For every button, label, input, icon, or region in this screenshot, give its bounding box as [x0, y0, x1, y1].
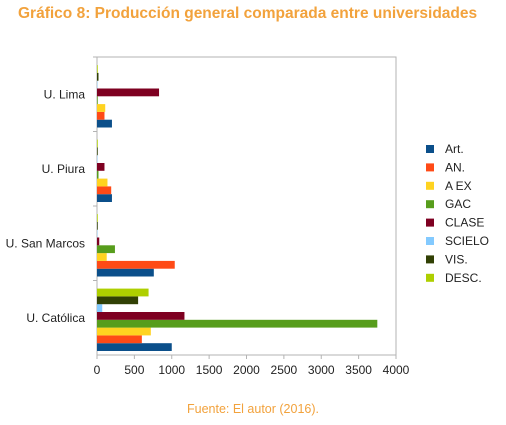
bar-u-san-marcos-an	[97, 260, 175, 269]
bar-u-san-marcos-gac	[97, 245, 115, 254]
bar-u-lima-desc	[97, 65, 98, 73]
bar-u-cat-lica-clase	[97, 312, 185, 320]
x-tick-label: 2500	[271, 363, 298, 377]
legend-label-scielo: SCIELO	[445, 234, 489, 248]
x-tick-label: 1500	[196, 363, 223, 377]
bar-u-cat-lica-a-ex	[97, 327, 151, 336]
legend-swatch-art	[426, 145, 434, 153]
bar-u-cat-lica-desc	[97, 288, 149, 297]
bar-u-lima-a-ex	[97, 104, 106, 112]
bar-u-piura-gac	[97, 170, 99, 179]
bar-u-san-marcos-desc	[97, 214, 98, 222]
category-label-u-san-marcos: U. San Marcos	[6, 236, 85, 250]
bar-u-san-marcos-art	[97, 268, 154, 277]
x-tick-label: 500	[124, 363, 144, 377]
bar-u-cat-lica-gac	[97, 319, 378, 328]
plot-border	[96, 56, 397, 356]
legend-swatch-gac	[426, 200, 434, 209]
legend: Art. AN. A EX GAC CLASE SCIELO VIS. DESC.	[426, 142, 489, 285]
bar-u-piura-desc	[97, 139, 98, 148]
category-axis: U. Católica U. San Marcos U. Piura U. Lima	[6, 56, 97, 325]
legend-label-art: Art.	[445, 142, 464, 156]
legend-swatch-scielo	[426, 237, 434, 245]
bar-u-cat-lica-an	[97, 335, 142, 344]
legend-label-vis: VIS.	[445, 252, 468, 266]
bar-u-cat-lica-vis	[97, 296, 139, 305]
legend-label-an: AN.	[445, 160, 465, 174]
bar-u-lima-gac	[97, 96, 98, 105]
legend-label-desc: DESC.	[445, 271, 482, 285]
bar-u-piura-an	[97, 186, 112, 195]
bar-u-cat-lica-scielo	[97, 304, 103, 312]
legend-swatch-vis	[426, 255, 434, 264]
legend-swatch-desc	[426, 273, 434, 282]
x-tick-label: 2000	[233, 363, 260, 377]
source-note: Fuente: El autor (2016).	[186, 402, 320, 416]
legend-label-clase: CLASE	[445, 216, 484, 230]
category-label-u-lima: U. Lima	[44, 87, 86, 101]
bar-u-lima-art	[97, 119, 112, 128]
value-axis: 0 500 1000 1500 2000 2500 3000 3500 4000	[94, 355, 410, 377]
bar-u-san-marcos-vis	[97, 221, 98, 230]
x-tick-label: 4000	[383, 363, 410, 377]
plot-frame	[96, 56, 397, 356]
category-label-u-cat-lica: U. Católica	[26, 311, 85, 325]
bar-u-lima-an	[97, 111, 105, 120]
legend-swatch-a-ex	[426, 181, 434, 190]
legend-label-gac: GAC	[445, 197, 471, 211]
bar-u-piura-art	[97, 194, 112, 202]
x-tick-label: 0	[94, 363, 101, 377]
bar-u-san-marcos-a-ex	[97, 253, 107, 261]
x-tick-label: 1000	[158, 363, 185, 377]
bar-u-piura-vis	[97, 147, 98, 156]
legend-label-a-ex: A EX	[445, 179, 472, 193]
bar-u-san-marcos-clase	[97, 237, 100, 246]
bar-u-lima-vis	[97, 72, 99, 81]
chart-title: Gráfico 8: Producción general comparada …	[18, 5, 478, 22]
legend-swatch-clase	[426, 218, 434, 227]
category-label-u-piura: U. Piura	[42, 162, 86, 176]
bars-group	[97, 65, 378, 351]
bar-u-cat-lica-art	[97, 343, 172, 351]
bar-u-piura-a-ex	[97, 178, 108, 187]
x-tick-label: 3000	[308, 363, 335, 377]
bar-u-lima-clase	[97, 88, 160, 97]
bar-u-piura-clase	[97, 163, 105, 171]
legend-swatch-an	[426, 163, 434, 172]
x-tick-label: 3500	[345, 363, 372, 377]
